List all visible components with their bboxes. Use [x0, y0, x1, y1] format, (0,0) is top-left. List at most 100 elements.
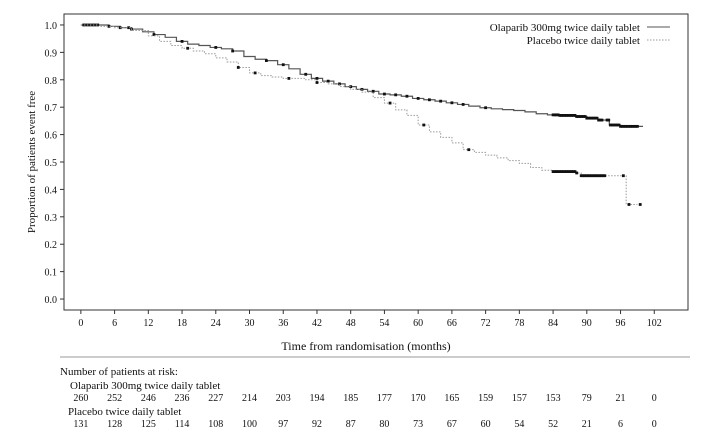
placebo-censor-mark: [638, 203, 642, 206]
placebo-censor-mark: [627, 203, 631, 206]
risk-value-placebo: 54: [514, 419, 525, 430]
risk-value-placebo: 52: [548, 419, 559, 430]
placebo-censor-mark: [568, 170, 572, 173]
y-tick-label: 0.6: [45, 131, 58, 142]
placebo-censor-mark: [586, 174, 590, 178]
olaparib-censor-mark: [565, 114, 568, 117]
olaparib-censor-mark: [85, 23, 88, 27]
x-tick-label: 24: [211, 318, 221, 329]
y-tick-label: 0.8: [45, 76, 58, 87]
legend-label: Olaparib 300mg twice daily tablet: [490, 22, 640, 34]
olaparib-censor-mark: [560, 114, 563, 117]
placebo-censor-mark: [621, 174, 625, 178]
risk-value-olaparib: 21: [615, 393, 626, 404]
olaparib-censor-mark: [304, 72, 308, 76]
olaparib-censor-mark: [634, 124, 638, 128]
olaparib-censor-mark: [625, 124, 629, 128]
olaparib-censor-mark: [617, 123, 621, 127]
x-tick-label: 42: [312, 318, 322, 329]
x-tick-label: 18: [177, 318, 187, 329]
risk-value-placebo: 0: [651, 419, 657, 430]
placebo-censor-mark: [287, 77, 291, 80]
olaparib-censor-mark: [629, 124, 633, 128]
x-tick-label: 102: [647, 318, 662, 329]
olaparib-censor-mark: [558, 114, 562, 117]
olaparib-censor-mark: [575, 115, 579, 118]
risk-value-placebo: 21: [581, 419, 592, 430]
olaparib-censor-mark: [632, 124, 636, 128]
olaparib-censor-mark: [152, 33, 156, 36]
risk-value-olaparib: 79: [581, 393, 592, 404]
olaparib-censor-mark: [326, 79, 330, 83]
x-tick-label: 84: [548, 318, 558, 329]
placebo-censor-mark: [593, 174, 597, 178]
olaparib-censor-mark: [338, 82, 341, 86]
placebo-censor-mark: [388, 101, 392, 105]
placebo-censor-mark: [601, 174, 605, 178]
olaparib-censor-mark: [87, 23, 91, 27]
risk-value-olaparib: 157: [511, 393, 527, 404]
olaparib-censor-mark: [600, 118, 604, 122]
placebo-censor-mark: [422, 123, 426, 127]
olaparib-censor-mark: [214, 46, 218, 49]
olaparib-censor-mark: [590, 116, 594, 120]
olaparib-censor-mark: [96, 23, 100, 27]
olaparib-censor-mark: [627, 124, 631, 128]
placebo-censor-mark: [555, 170, 558, 173]
olaparib-censor-mark: [281, 63, 285, 67]
placebo-censor-mark: [558, 170, 562, 173]
y-tick-label: 1.0: [45, 21, 58, 32]
olaparib-censor-mark: [428, 98, 431, 102]
risk-value-placebo: 114: [174, 419, 190, 430]
placebo-censor-mark: [581, 174, 585, 178]
olaparib-censor-mark: [585, 116, 589, 120]
x-tick-label: 60: [413, 318, 423, 329]
placebo-censor-mark: [591, 174, 595, 178]
olaparib-censor-mark: [555, 113, 558, 117]
x-tick-label: 30: [245, 318, 255, 329]
risk-value-olaparib: 0: [651, 393, 657, 404]
x-tick-label: 78: [514, 318, 524, 329]
x-tick-label: 48: [346, 318, 356, 329]
placebo-censor-mark: [561, 170, 565, 173]
placebo-censor-mark: [553, 170, 557, 173]
placebo-censor-mark: [563, 170, 567, 173]
olaparib-censor-mark: [610, 123, 614, 127]
olaparib-censor-mark: [619, 124, 622, 128]
olaparib-censor-mark: [90, 23, 94, 27]
placebo-censor-mark: [571, 170, 575, 173]
olaparib-censor-mark: [576, 115, 580, 118]
olaparib-censor-mark: [595, 116, 599, 120]
legend: Olaparib 300mg twice daily tabletPlacebo…: [490, 22, 670, 47]
olaparib-censor-mark: [622, 124, 626, 128]
y-axis-label: Proportion of patients event free: [26, 91, 38, 233]
olaparib-censor-mark: [573, 114, 577, 117]
placebo-censor-mark: [565, 170, 568, 173]
risk-value-placebo: 92: [311, 419, 322, 430]
x-tick-label: 90: [582, 318, 592, 329]
placebo-censor-mark: [603, 174, 607, 178]
x-tick-label: 12: [143, 318, 153, 329]
olaparib-censor-mark: [553, 113, 557, 117]
olaparib-censor-mark: [636, 124, 639, 128]
olaparib-censor-mark: [588, 116, 592, 120]
olaparib-censor-mark: [593, 116, 597, 120]
olaparib-censor-mark: [439, 99, 443, 103]
legend-label: Placebo twice daily tablet: [527, 35, 640, 47]
olaparib-censor-mark: [93, 23, 97, 27]
risk-value-placebo: 97: [278, 419, 289, 430]
x-axis-label: Time from randomisation (months): [281, 339, 450, 353]
risk-value-olaparib: 227: [208, 393, 224, 404]
risk-value-olaparib: 177: [376, 393, 392, 404]
risk-value-olaparib: 194: [309, 393, 325, 404]
risk-value-placebo: 73: [413, 419, 424, 430]
olaparib-censor-mark: [587, 116, 590, 120]
olaparib-censor-mark: [416, 97, 420, 100]
y-tick-label: 0.4: [45, 185, 58, 196]
placebo-censor-mark: [570, 170, 574, 173]
risk-row-label-olaparib: Olaparib 300mg twice daily tablet: [70, 380, 221, 392]
y-tick-label: 0.2: [45, 240, 58, 251]
placebo-censor-mark: [573, 170, 577, 173]
y-tick-label: 0.5: [45, 158, 58, 169]
